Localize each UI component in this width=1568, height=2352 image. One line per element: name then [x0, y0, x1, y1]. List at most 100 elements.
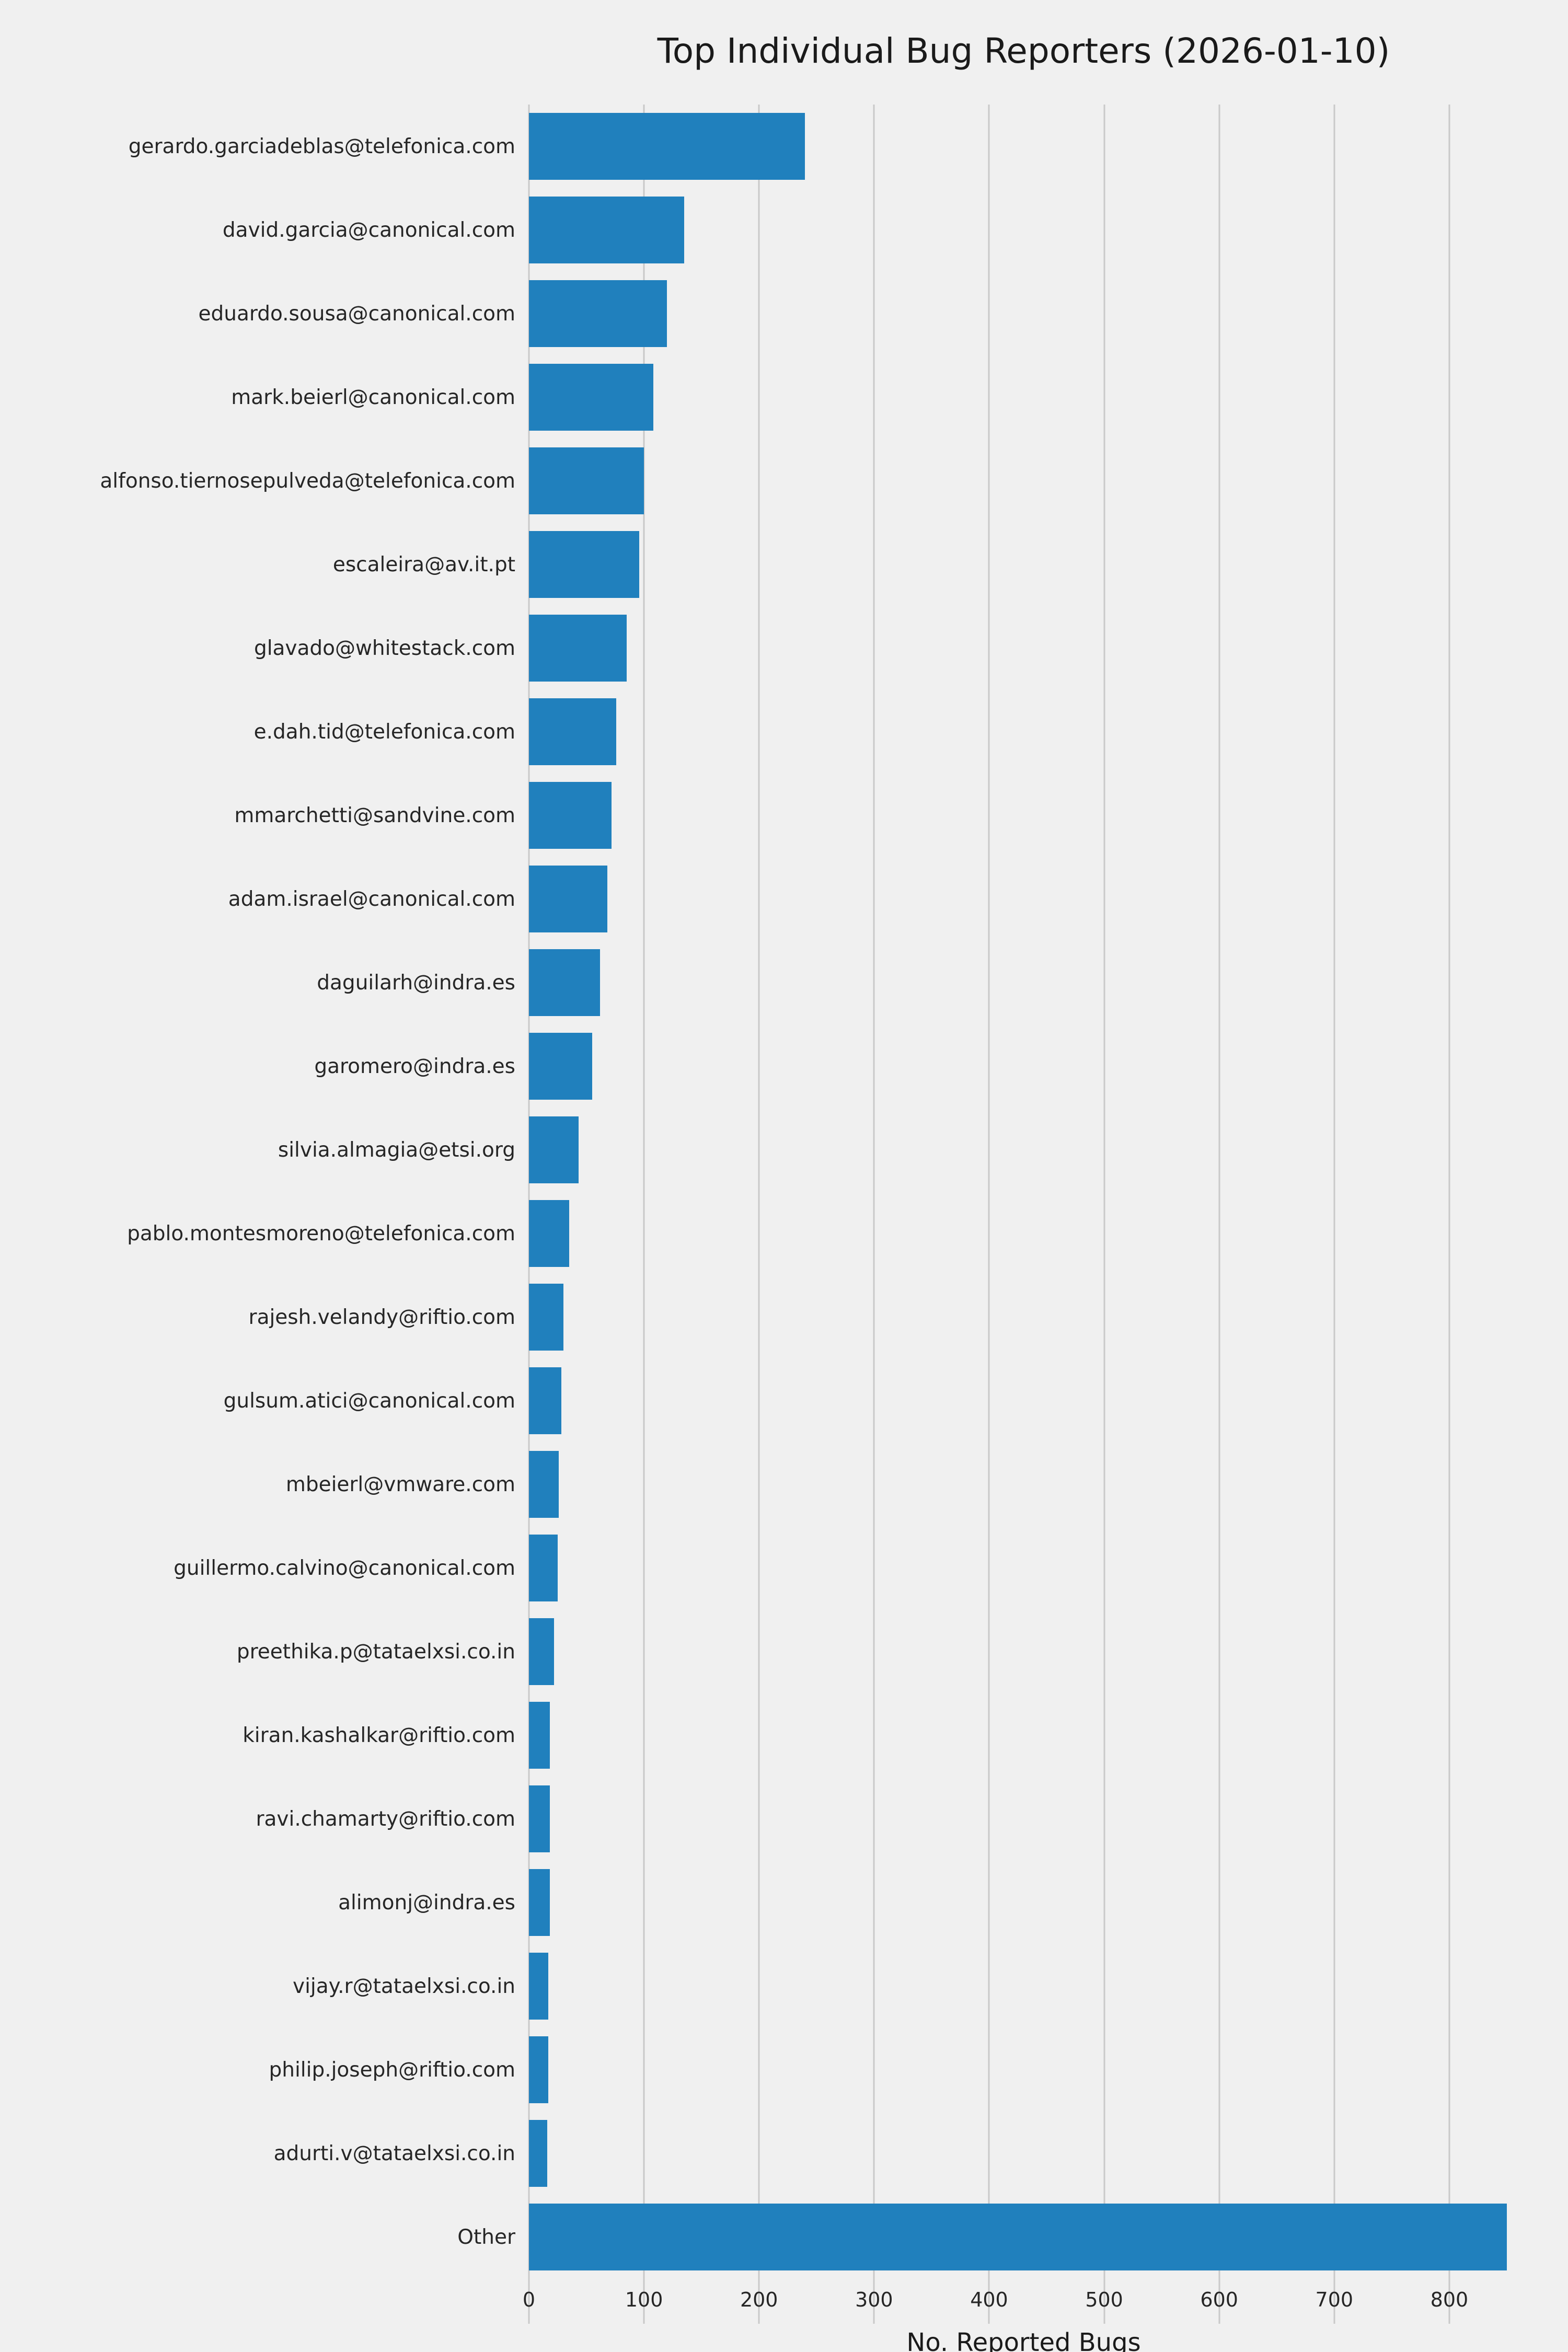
- category-label: preethika.p@tataelxsi.co.in: [236, 1640, 515, 1664]
- gridline: [873, 105, 875, 2324]
- bar-track: [529, 439, 1518, 523]
- category-label: escaleira@av.it.pt: [332, 552, 515, 577]
- bar: [529, 2204, 1507, 2270]
- chart-title-row: Top Individual Bug Reporters (2026-01-10…: [529, 0, 1518, 78]
- bar-track: [529, 1275, 1518, 1359]
- bar-row: gerardo.garciadeblas@telefonica.com: [0, 105, 1568, 188]
- bar-track: [529, 523, 1518, 606]
- x-tick-label: 600: [1200, 2288, 1238, 2311]
- category-label: silvia.almagia@etsi.org: [278, 1138, 515, 1162]
- x-axis-label: No. Reported Bugs: [906, 2328, 1141, 2352]
- bar-row: glavado@whitestack.com: [0, 606, 1568, 690]
- plot-area: gerardo.garciadeblas@telefonica.com david…: [0, 105, 1568, 2324]
- category-label: daguilarh@indra.es: [317, 971, 515, 995]
- category-label: philip.joseph@riftio.com: [269, 2058, 515, 2082]
- category-label: Other: [457, 2225, 515, 2249]
- bar-track: [529, 774, 1518, 857]
- bar: [529, 1618, 555, 1685]
- category-label: garomero@indra.es: [314, 1054, 515, 1078]
- gridline: [1103, 105, 1105, 2324]
- bar: [529, 615, 627, 682]
- gridline: [1448, 105, 1450, 2324]
- bar-track: [529, 1693, 1518, 1777]
- bar-row: adam.israel@canonical.com: [0, 857, 1568, 941]
- bar: [529, 782, 612, 849]
- bar-track: [529, 1944, 1518, 2028]
- bar: [529, 2036, 549, 2103]
- bar: [529, 447, 644, 514]
- x-axis-label-row: No. Reported Bugs: [529, 2328, 1518, 2352]
- bar-track: [529, 1108, 1518, 1192]
- bar: [529, 1367, 561, 1434]
- bar-track: [529, 1777, 1518, 1861]
- bar-track: [529, 1024, 1518, 1108]
- chart-title: Top Individual Bug Reporters (2026-01-10…: [657, 31, 1390, 71]
- category-label: rajesh.velandy@riftio.com: [248, 1305, 515, 1329]
- category-label: glavado@whitestack.com: [253, 636, 515, 660]
- bar-row: silvia.almagia@etsi.org: [0, 1108, 1568, 1192]
- category-label: gerardo.garciadeblas@telefonica.com: [128, 134, 515, 158]
- bar-track: [529, 272, 1518, 355]
- bar-track: [529, 2112, 1518, 2195]
- bar-track: [529, 1610, 1518, 1693]
- category-label: pablo.montesmoreno@telefonica.com: [127, 1221, 515, 1246]
- bar: [529, 280, 667, 347]
- bar-row: alfonso.tiernosepulveda@telefonica.com: [0, 439, 1568, 523]
- bar-track: [529, 2195, 1518, 2279]
- gridline: [1333, 105, 1335, 2324]
- category-label: eduardo.sousa@canonical.com: [198, 302, 516, 326]
- bar: [529, 866, 607, 932]
- bar-track: [529, 606, 1518, 690]
- category-label: adurti.v@tataelxsi.co.in: [273, 2141, 515, 2165]
- bar: [529, 113, 805, 180]
- bar-row: mmarchetti@sandvine.com: [0, 774, 1568, 857]
- category-label: e.dah.tid@telefonica.com: [253, 720, 515, 744]
- bar: [529, 1702, 550, 1769]
- bar-track: [529, 690, 1518, 774]
- bar-track: [529, 2028, 1518, 2112]
- bar: [529, 1033, 593, 1100]
- bar-track: [529, 941, 1518, 1024]
- bar-track: [529, 1359, 1518, 1443]
- bar-row: rajesh.velandy@riftio.com: [0, 1275, 1568, 1359]
- bar: [529, 197, 685, 263]
- bar: [529, 2120, 548, 2187]
- bar-track: [529, 355, 1518, 439]
- category-label: gulsum.atici@canonical.com: [223, 1389, 515, 1413]
- bar-row: mark.beierl@canonical.com: [0, 355, 1568, 439]
- bar: [529, 1116, 579, 1183]
- bar: [529, 531, 640, 598]
- gridline: [643, 105, 645, 2324]
- bar: [529, 1869, 550, 1936]
- bar-row: garomero@indra.es: [0, 1024, 1568, 1108]
- category-label: mark.beierl@canonical.com: [231, 385, 515, 409]
- bar-row: Other: [0, 2195, 1568, 2279]
- x-tick-label: 300: [855, 2288, 893, 2311]
- x-tick-label: 500: [1085, 2288, 1123, 2311]
- bar-track: [529, 105, 1518, 188]
- category-label: alimonj@indra.es: [338, 1890, 515, 1915]
- bar-row: philip.joseph@riftio.com: [0, 2028, 1568, 2112]
- bar-track: [529, 1443, 1518, 1526]
- category-label: kiran.kashalkar@riftio.com: [243, 1723, 515, 1747]
- x-axis: 0 100 200 300 400 500 600 700 800: [523, 2279, 1518, 2324]
- bar: [529, 1953, 549, 2020]
- bar-row: kiran.kashalkar@riftio.com: [0, 1693, 1568, 1777]
- x-tick-label: 100: [625, 2288, 663, 2311]
- bar-track: [529, 1861, 1518, 1944]
- bar-track: [529, 857, 1518, 941]
- bar-track: [529, 188, 1518, 272]
- bar-row: e.dah.tid@telefonica.com: [0, 690, 1568, 774]
- category-label: david.garcia@canonical.com: [222, 218, 515, 242]
- bar: [529, 1451, 559, 1518]
- category-label: alfonso.tiernosepulveda@telefonica.com: [100, 469, 515, 493]
- bar-row: pablo.montesmoreno@telefonica.com: [0, 1192, 1568, 1275]
- bar: [529, 1200, 570, 1267]
- x-tick-label: 200: [740, 2288, 778, 2311]
- x-tick-label: 400: [970, 2288, 1008, 2311]
- bar-row: eduardo.sousa@canonical.com: [0, 272, 1568, 355]
- bar: [529, 1284, 564, 1351]
- bar-row: adurti.v@tataelxsi.co.in: [0, 2112, 1568, 2195]
- gridline: [1218, 105, 1220, 2324]
